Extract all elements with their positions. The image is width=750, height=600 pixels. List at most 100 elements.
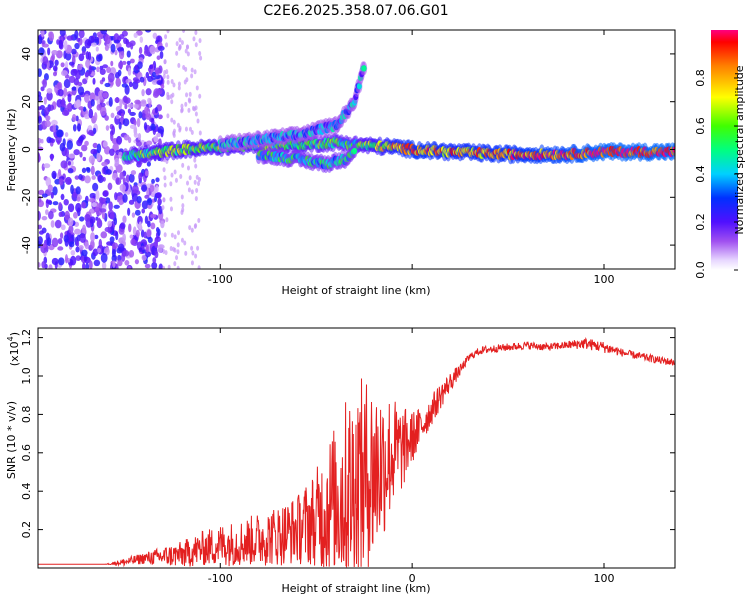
spectrogram-noise-cell xyxy=(198,38,202,44)
spectrogram-noise-cell xyxy=(183,79,187,85)
spectrogram-noise-cell xyxy=(64,254,69,264)
spectrogram-noise-cell xyxy=(97,217,101,226)
spectrogram-noise-cell xyxy=(185,44,189,50)
spectrogram-noise-cell xyxy=(165,69,169,75)
spectrogram-noise-cell xyxy=(162,167,166,173)
spectrogram-noise-cell xyxy=(110,112,115,118)
figure-title: C2E6.2025.358.07.06.G01 xyxy=(263,3,448,19)
spectrogram-noise-cell xyxy=(133,103,139,109)
spectrogram-noise-cell xyxy=(155,227,160,233)
spectrogram-noise-cell xyxy=(114,192,118,201)
spectrogram-noise-cell xyxy=(90,148,98,155)
spectrogram-noise-cell xyxy=(184,66,188,72)
spectrogram-noise-cell xyxy=(64,210,70,221)
spectrogram-noise-cell xyxy=(119,184,126,192)
spectrogram-noise-cell xyxy=(155,88,163,95)
spectrogram-noise-cell xyxy=(120,112,125,119)
spectrogram-noise-cell xyxy=(38,106,42,111)
spectrogram-noise-cell xyxy=(48,104,55,111)
spectrogram-noise-cell xyxy=(175,41,179,47)
spectrogram-noise-cell xyxy=(124,97,131,104)
spectrogram-noise-cell xyxy=(79,216,85,222)
spectrogram-noise-cell xyxy=(94,111,98,122)
spectrogram-noise-cell xyxy=(133,132,138,138)
spectrogram-noise-cell xyxy=(102,190,109,197)
spectrogram-noise-cell xyxy=(63,87,68,97)
spectrogram-noise-cell xyxy=(81,201,87,209)
spectrogram-noise-cell xyxy=(177,81,181,87)
spectrogram-noise-cell xyxy=(188,126,192,132)
spectrogram-noise-cell xyxy=(193,179,197,185)
snr-x-tick-label: 0 xyxy=(409,572,416,585)
spectrogram-noise-cell xyxy=(61,109,69,116)
spectrogram-noise-cell xyxy=(104,115,109,121)
snr-y-scale: (x104) xyxy=(6,332,21,366)
spectrogram-noise-cell xyxy=(117,243,125,252)
spectrogram-noise-cell xyxy=(44,107,50,116)
spectrogram-cell xyxy=(361,65,367,72)
colorbar-tick-label: 0.4 xyxy=(694,165,707,183)
spectrogram-noise-cell xyxy=(69,255,77,266)
spectrogram-noise-cell xyxy=(141,208,146,214)
spectrogram-noise-cell xyxy=(91,175,96,180)
spectrogram-noise-cell xyxy=(149,184,155,193)
spectrogram-noise-cell xyxy=(50,119,58,127)
spectrogram-noise-cell xyxy=(121,83,128,88)
spectrogram-noise-cell xyxy=(107,72,115,83)
spectrogram-noise-cell xyxy=(141,254,147,261)
spectrogram-noise-cell xyxy=(163,175,167,181)
spectrogram-noise-cell xyxy=(164,250,168,256)
spectrogram-noise-cell xyxy=(122,118,130,127)
spectrogram-noise-cell xyxy=(197,218,201,224)
spectrogram-noise-cell xyxy=(82,156,87,162)
spectrogram-noise-cell xyxy=(66,103,71,110)
spectrogram-noise-cell xyxy=(68,75,76,84)
spectrogram-noise-cell xyxy=(81,249,88,257)
spectrogram-noise-cell xyxy=(88,129,94,136)
spectrogram-noise-cell xyxy=(88,155,96,164)
colorbar-label: Normalized spectral amplitude xyxy=(733,65,746,234)
spectrogram-noise-cell xyxy=(84,140,89,147)
spectrogram-noise-cell xyxy=(114,72,120,79)
spectrogram-noise-cell xyxy=(38,236,43,245)
spectrogram-noise-cell xyxy=(108,201,113,211)
spectrogram-noise-cell xyxy=(57,238,63,245)
spectrogram-noise-cell xyxy=(43,163,51,169)
spectrogram-noise-cell xyxy=(75,115,79,122)
spectrogram-noise-cell xyxy=(165,42,169,48)
spectrogram-noise-cell xyxy=(155,185,159,193)
spectrogram-noise-cell xyxy=(38,115,43,124)
spectrogram-noise-cell xyxy=(124,260,130,266)
spectrogram-noise-cell xyxy=(182,30,186,33)
spectrogram-noise-cell xyxy=(92,142,98,149)
spectrogram-noise-cell xyxy=(78,30,85,39)
spectrogram-noise-cell xyxy=(65,176,72,185)
spectrogram-noise-cell xyxy=(144,170,149,177)
spectrogram-noise-cell xyxy=(70,184,74,195)
spectrogram-noise-cell xyxy=(144,30,152,33)
spectrogram-noise-cell xyxy=(42,56,49,65)
spectrogram-noise-cell xyxy=(159,50,164,59)
spectrogram-noise-cell xyxy=(68,61,75,66)
spectrogram-noise-cell xyxy=(84,241,90,250)
spectrogram-noise-cell xyxy=(68,153,76,159)
spectrogram-noise-cell xyxy=(45,115,51,121)
spectrogram-noise-cell xyxy=(137,132,142,141)
spectrogram-noise-cell xyxy=(155,177,160,183)
spectrogram-noise-cell xyxy=(190,129,194,135)
spectrogram-noise-cell xyxy=(138,46,143,55)
spectrogram-noise-cell xyxy=(198,50,202,56)
spectrogram-noise-cell xyxy=(134,99,141,105)
spectrogram-noise-cell xyxy=(122,177,126,185)
spectrogram-y-tick-label: 0 xyxy=(20,146,33,153)
spectrogram-noise-cell xyxy=(196,118,200,124)
spectrogram-noise-cell xyxy=(194,30,198,36)
spectrogram-noise-cell xyxy=(132,226,137,236)
spectrogram-noise-cell xyxy=(78,106,84,111)
spectrogram-noise-cell xyxy=(129,234,134,239)
spectrogram-noise-cell xyxy=(96,152,101,162)
spectrogram-noise-cell xyxy=(139,36,144,43)
spectrogram-noise-cell xyxy=(169,196,173,202)
spectrogram-noise-cell xyxy=(92,182,99,192)
spectrogram-noise-cell xyxy=(114,157,120,167)
